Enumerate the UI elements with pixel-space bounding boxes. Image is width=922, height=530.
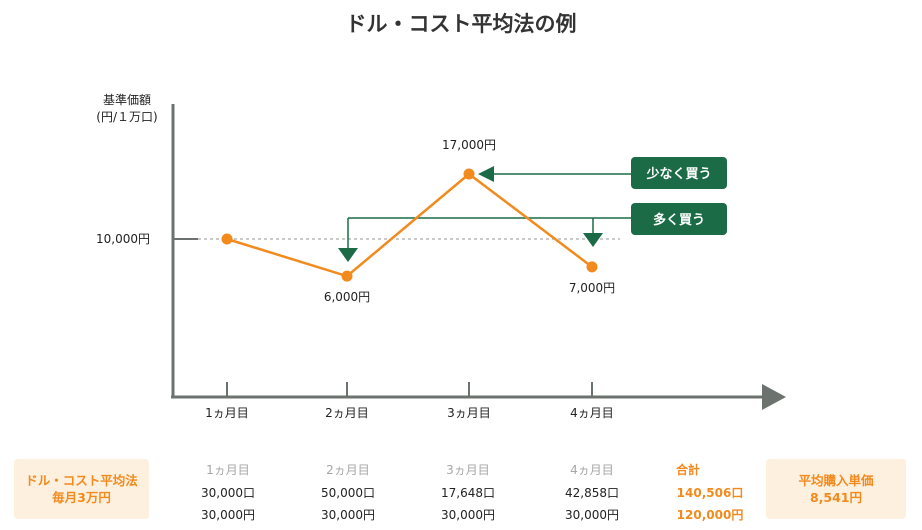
buy-more-badge-label: 多く買う	[653, 212, 705, 228]
month4-units: 42,858口	[565, 486, 619, 500]
average-price-value: 8,541円	[809, 490, 863, 505]
buy-less-arrowhead	[478, 166, 494, 182]
x-axis-arrowhead	[762, 384, 786, 410]
total-header: 合計	[676, 463, 701, 477]
month4-amount: 30,000円	[565, 508, 619, 522]
buy-less-badge-label: 少なく買う	[645, 166, 711, 182]
price-point-2	[341, 270, 353, 282]
total-units: 140,506口	[676, 486, 744, 500]
page-title: ドル・コスト平均法の例	[345, 12, 577, 36]
buy-more-arrowhead-month2	[338, 248, 358, 262]
price-line-chart: 基準価額 (円/１万口) 10,000円 1ヵ月目 2ヵ月目 3ヵ月目 4ヵ月目 6,…	[96, 92, 786, 420]
method-box: ドル・コスト平均法 毎月3万円	[14, 459, 149, 519]
data-label-2: 6,000円	[324, 290, 370, 304]
buy-more-badge	[631, 203, 727, 235]
reference-value-label: 10,000円	[96, 232, 150, 246]
method-box-line2: 毎月3万円	[52, 490, 111, 505]
month2-units: 50,000口	[321, 486, 375, 500]
average-price-label: 平均購入単価	[798, 473, 874, 488]
month2-header: 2ヵ月目	[326, 463, 370, 477]
month4-header: 4ヵ月目	[570, 463, 614, 477]
price-point-1	[221, 233, 233, 245]
month1-header: 1ヵ月目	[206, 463, 250, 477]
data-label-3: 17,000円	[442, 138, 496, 152]
month1-units: 30,000口	[201, 486, 255, 500]
data-label-4: 7,000円	[569, 281, 615, 295]
x-tick-label-2: 2ヵ月目	[325, 406, 369, 420]
buy-more-arrowhead-month4	[583, 233, 603, 247]
month2-amount: 30,000円	[321, 508, 375, 522]
month3-header: 3ヵ月目	[446, 463, 490, 477]
buy-less-badge	[631, 157, 727, 189]
average-price-box: 平均購入単価 8,541円	[766, 459, 906, 519]
x-tick-label-3: 3ヵ月目	[447, 406, 491, 420]
price-point-4	[586, 261, 598, 273]
x-tick-label-4: 4ヵ月目	[570, 406, 614, 420]
month3-units: 17,648口	[441, 486, 495, 500]
month3-amount: 30,000円	[441, 508, 495, 522]
y-axis-label-2: (円/１万口)	[96, 110, 157, 124]
method-box-line1: ドル・コスト平均法	[25, 473, 138, 488]
total-amount: 120,000円	[676, 508, 744, 522]
x-tick-label-1: 1ヵ月目	[205, 406, 249, 420]
y-axis-label-1: 基準価額	[103, 92, 151, 107]
price-series-line	[226, 172, 593, 278]
price-point-3	[463, 168, 475, 180]
month1-amount: 30,000円	[201, 508, 255, 522]
